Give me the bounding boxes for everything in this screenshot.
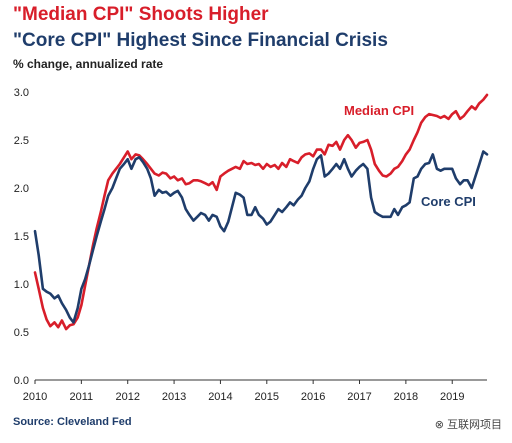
- y-tick-label: 2.5: [14, 135, 29, 147]
- x-tick-label: 2019: [440, 391, 464, 403]
- x-tick-label: 2010: [23, 391, 47, 403]
- y-tick-label: 0.5: [14, 327, 29, 339]
- y-tick-label: 3.0: [14, 87, 29, 99]
- source-note: Source: Cleveland Fed: [13, 416, 132, 428]
- y-tick-label: 2.0: [14, 183, 29, 195]
- y-tick-label: 1.5: [14, 231, 29, 243]
- x-tick-label: 2012: [115, 391, 139, 403]
- series-layer: [33, 93, 489, 331]
- y-tick-label: 1.0: [14, 279, 29, 291]
- x-tick-label: 2017: [347, 391, 371, 403]
- x-tick-label: 2011: [70, 391, 94, 403]
- median-cpi-line: [33, 93, 489, 331]
- y-tick-label: 0.0: [14, 375, 29, 387]
- x-tick-label: 2018: [394, 391, 418, 403]
- core-cpi-line: [33, 150, 489, 324]
- median-cpi-series-label: Median CPI: [344, 103, 414, 118]
- y-axis: 0.0 0.5 1.0 1.5 2.0 2.5 3.0: [14, 87, 29, 387]
- x-axis: 2010 2011 2012 2013 2014 2015 2016 2017 2018 2019: [23, 379, 487, 403]
- x-tick-label: 2013: [162, 391, 186, 403]
- y-axis-unit-label: % change, annualized rate: [13, 57, 164, 71]
- chart-title: "Median CPI" Shoots Higher: [13, 4, 269, 25]
- watermark-text: ⊗ 互联网项目: [434, 419, 502, 431]
- core-cpi-series-label: Core CPI: [421, 194, 476, 209]
- x-tick-label: 2014: [208, 391, 232, 403]
- chart-subtitle: "Core CPI" Highest Since Financial Crisi…: [13, 30, 388, 51]
- x-tick-label: 2015: [255, 391, 279, 403]
- x-tick-label: 2016: [301, 391, 325, 403]
